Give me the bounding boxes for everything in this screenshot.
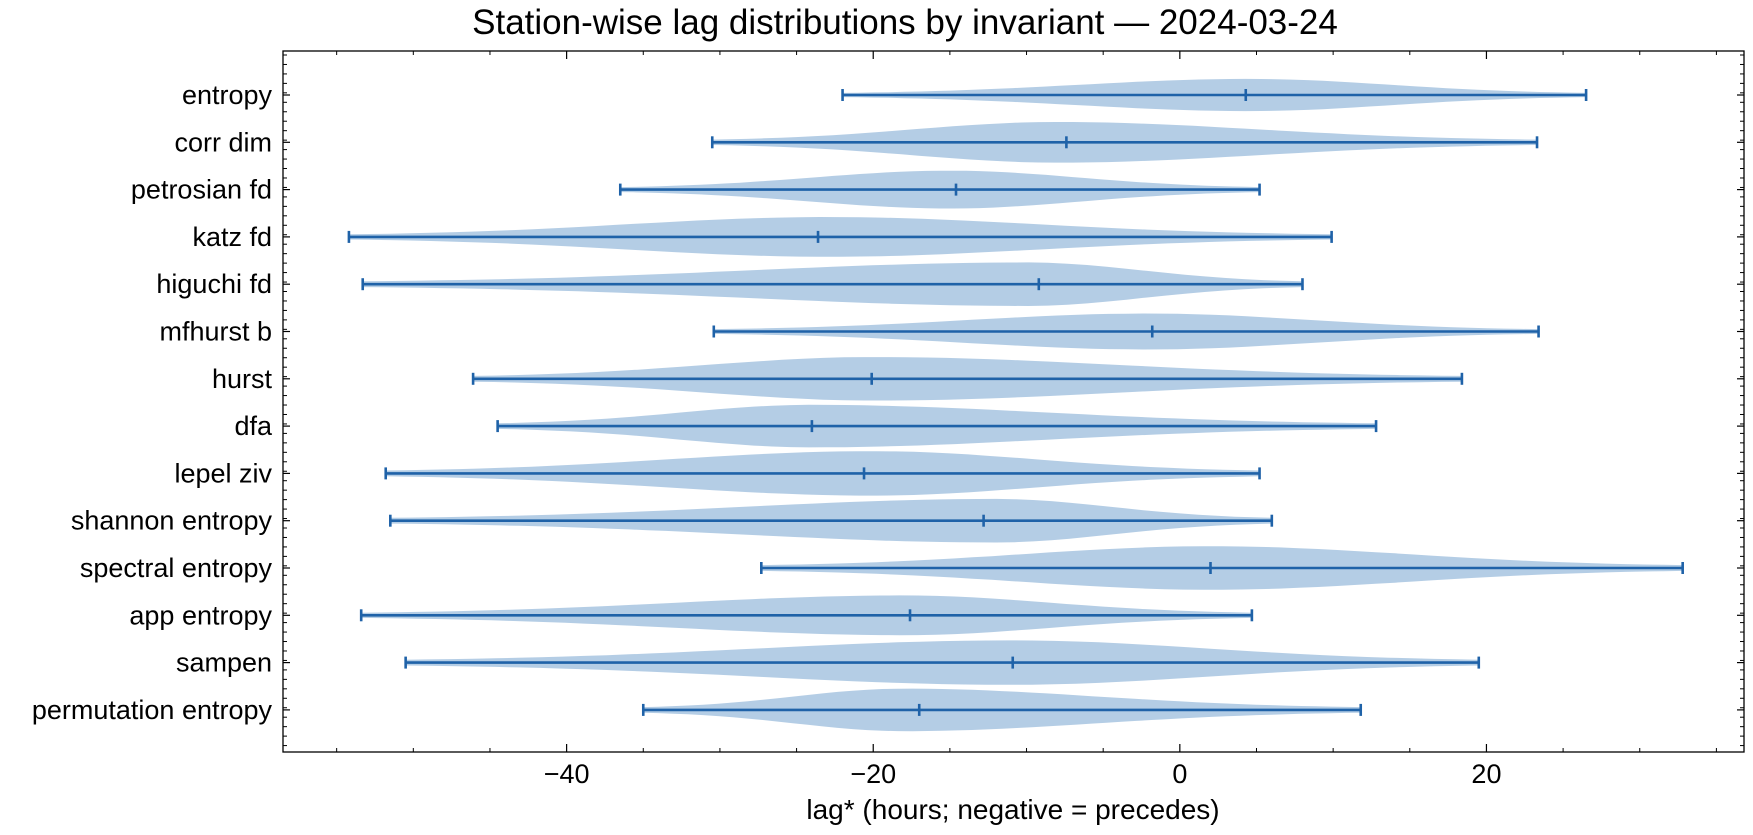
category-label: corr dim [174, 127, 272, 157]
category-label: higuchi fd [156, 269, 272, 299]
x-tick-label: 0 [1172, 759, 1187, 789]
x-axis-label: lag* (hours; negative = precedes) [806, 794, 1219, 825]
chart-title: Station-wise lag distributions by invari… [472, 3, 1338, 42]
plot-frame [282, 50, 1745, 753]
category-label: permutation entropy [32, 695, 273, 725]
violin-layer [347, 78, 1684, 732]
category-label: app entropy [129, 600, 272, 630]
x-tick-label: −20 [850, 759, 896, 789]
category-labels: entropy corr dim petrosian fd katz fd higuch… [32, 80, 273, 725]
category-label: dfa [234, 411, 273, 441]
category-label: spectral entropy [80, 553, 273, 583]
category-label: entropy [182, 80, 273, 110]
category-label: mfhurst b [159, 317, 272, 347]
category-label: petrosian fd [131, 175, 272, 205]
tick-layer [283, 51, 1744, 752]
category-label: lepel ziv [174, 458, 272, 488]
category-label: shannon entropy [71, 506, 273, 536]
x-tick-label: −40 [544, 759, 590, 789]
category-label: hurst [212, 364, 273, 394]
category-label: sampen [176, 648, 272, 678]
x-tick-label: 20 [1471, 759, 1501, 789]
x-tick-labels: −40 −20 0 20 [544, 759, 1502, 789]
category-label: katz fd [192, 222, 272, 252]
